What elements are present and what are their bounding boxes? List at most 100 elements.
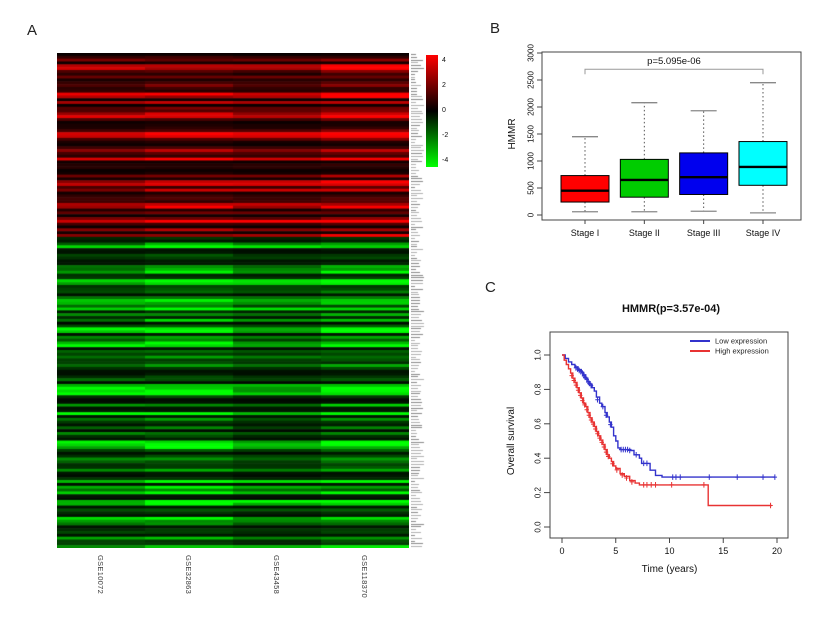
censor-mark [673,474,679,480]
y-tick-label: 0 [527,212,536,217]
censor-mark [678,474,683,480]
censor-mark [603,449,609,455]
censor-mark [735,474,740,480]
y-tick-label: 0.2 [534,486,543,498]
censor-mark [629,479,635,485]
censor-mark [584,406,589,413]
y-tick-label: 0.0 [534,521,543,533]
y-tick-label: 0.6 [534,418,543,430]
censor-mark [599,439,604,446]
censor-mark [600,403,606,410]
x-tick-label: 20 [772,546,782,556]
censor-mark [601,444,607,450]
censor-mark [582,402,587,408]
censor-mark [571,377,577,384]
censor-mark [610,460,615,467]
censor-mark [580,397,585,404]
censor-mark [603,412,609,418]
box-stage-iii [679,152,729,195]
heatmap-row-labels [411,53,425,548]
y-tick-label: 0.8 [534,383,543,395]
censor-mark [620,472,625,478]
panel-c-label: C [485,279,496,296]
box-stage-ii [619,158,669,198]
censor-mark [595,430,600,437]
x-tick-label: 0 [559,546,564,556]
boxplot-ylabel: HMMR [507,118,518,149]
censor-mark [760,474,766,480]
censor-mark [707,474,712,480]
censor-mark [633,451,639,458]
censor-mark [624,475,629,481]
y-tick-label: 1.0 [534,349,543,361]
censor-mark [644,482,650,488]
censor-mark [606,453,611,460]
heatmap-colorbar [426,55,438,167]
heatmap-column-label: GSE43458 [272,555,281,595]
y-tick-label: 2500 [527,71,536,89]
x-tick-label: 10 [664,546,674,556]
heatmap-column-label: GSE10072 [96,555,105,595]
colorbar-tick-label: 4 [442,57,446,65]
colorbar-tick-label: 0 [442,107,446,114]
x-tick-label: Stage II [629,228,660,238]
censor-mark [625,446,630,453]
y-tick-label: 2000 [527,98,536,116]
censor-mark [653,482,658,488]
censor-mark [768,502,773,509]
km-ylabel: Overall survival [506,407,517,475]
colorbar-tick-label: -2 [442,131,449,139]
heatmap-column-label: GSE118370 [360,555,369,599]
censor-mark [669,482,674,488]
box-stage-i [560,175,610,203]
censor-mark [649,482,654,488]
censor-mark [772,474,778,480]
censor-mark [597,435,602,441]
km-xlabel: Time (years) [642,564,698,575]
censor-mark [590,421,596,427]
x-tick-label: 5 [613,546,618,556]
heatmap-column-label: GSE32863 [184,555,193,595]
boxplot-frame [541,51,802,221]
y-tick-label: 3000 [527,44,536,62]
censor-mark [627,447,632,454]
stage-boxplot: 0 500 1000 1500 2000 2500 3000 HMMR Stage I Stage… [507,44,802,238]
censor-mark [588,382,594,389]
panel-a-label: A [27,22,38,39]
censor-mark [588,417,594,423]
censor-mark [569,372,574,379]
legend-label: High expression [715,347,769,356]
survival-plot: 0 5 10 15 20 0.0 0.2 0.4 0.6 0.8 1.0 Overall surviv… [506,331,789,575]
legend-label: Low expression [715,337,767,346]
x-tick-label: Stage III [687,228,721,238]
significance-bracket [584,68,764,75]
censor-mark [644,460,650,467]
y-tick-label: 0.4 [534,452,543,464]
censor-mark [701,482,707,488]
censor-mark [614,467,620,473]
censor-mark [573,382,579,388]
heatmap [57,53,409,548]
km-plot-title: HMMR(p=3.57e-04) [621,303,721,315]
y-tick-label: 1000 [527,152,536,170]
censor-mark [595,396,600,403]
p-value-label: p=5.095e-06 [647,56,701,67]
censor-mark [578,392,583,399]
x-tick-label: 15 [718,546,728,556]
survival-curve-high-expression [562,354,772,507]
colorbar-tick-label: -4 [442,156,449,164]
y-tick-label: 1500 [527,125,536,143]
box-stage-iv [738,141,788,186]
y-tick-label: 500 [527,181,536,195]
panel-b-label: B [490,20,501,37]
colorbar-tick-label: 2 [442,82,446,90]
x-tick-label: Stage I [571,228,600,238]
censor-mark [593,426,598,432]
censor-mark [580,370,585,376]
censor-mark [575,387,581,394]
survival-curve-low-expression [562,354,775,478]
km-frame [549,331,789,539]
censor-mark [608,421,613,428]
x-tick-label: Stage IV [746,228,781,238]
